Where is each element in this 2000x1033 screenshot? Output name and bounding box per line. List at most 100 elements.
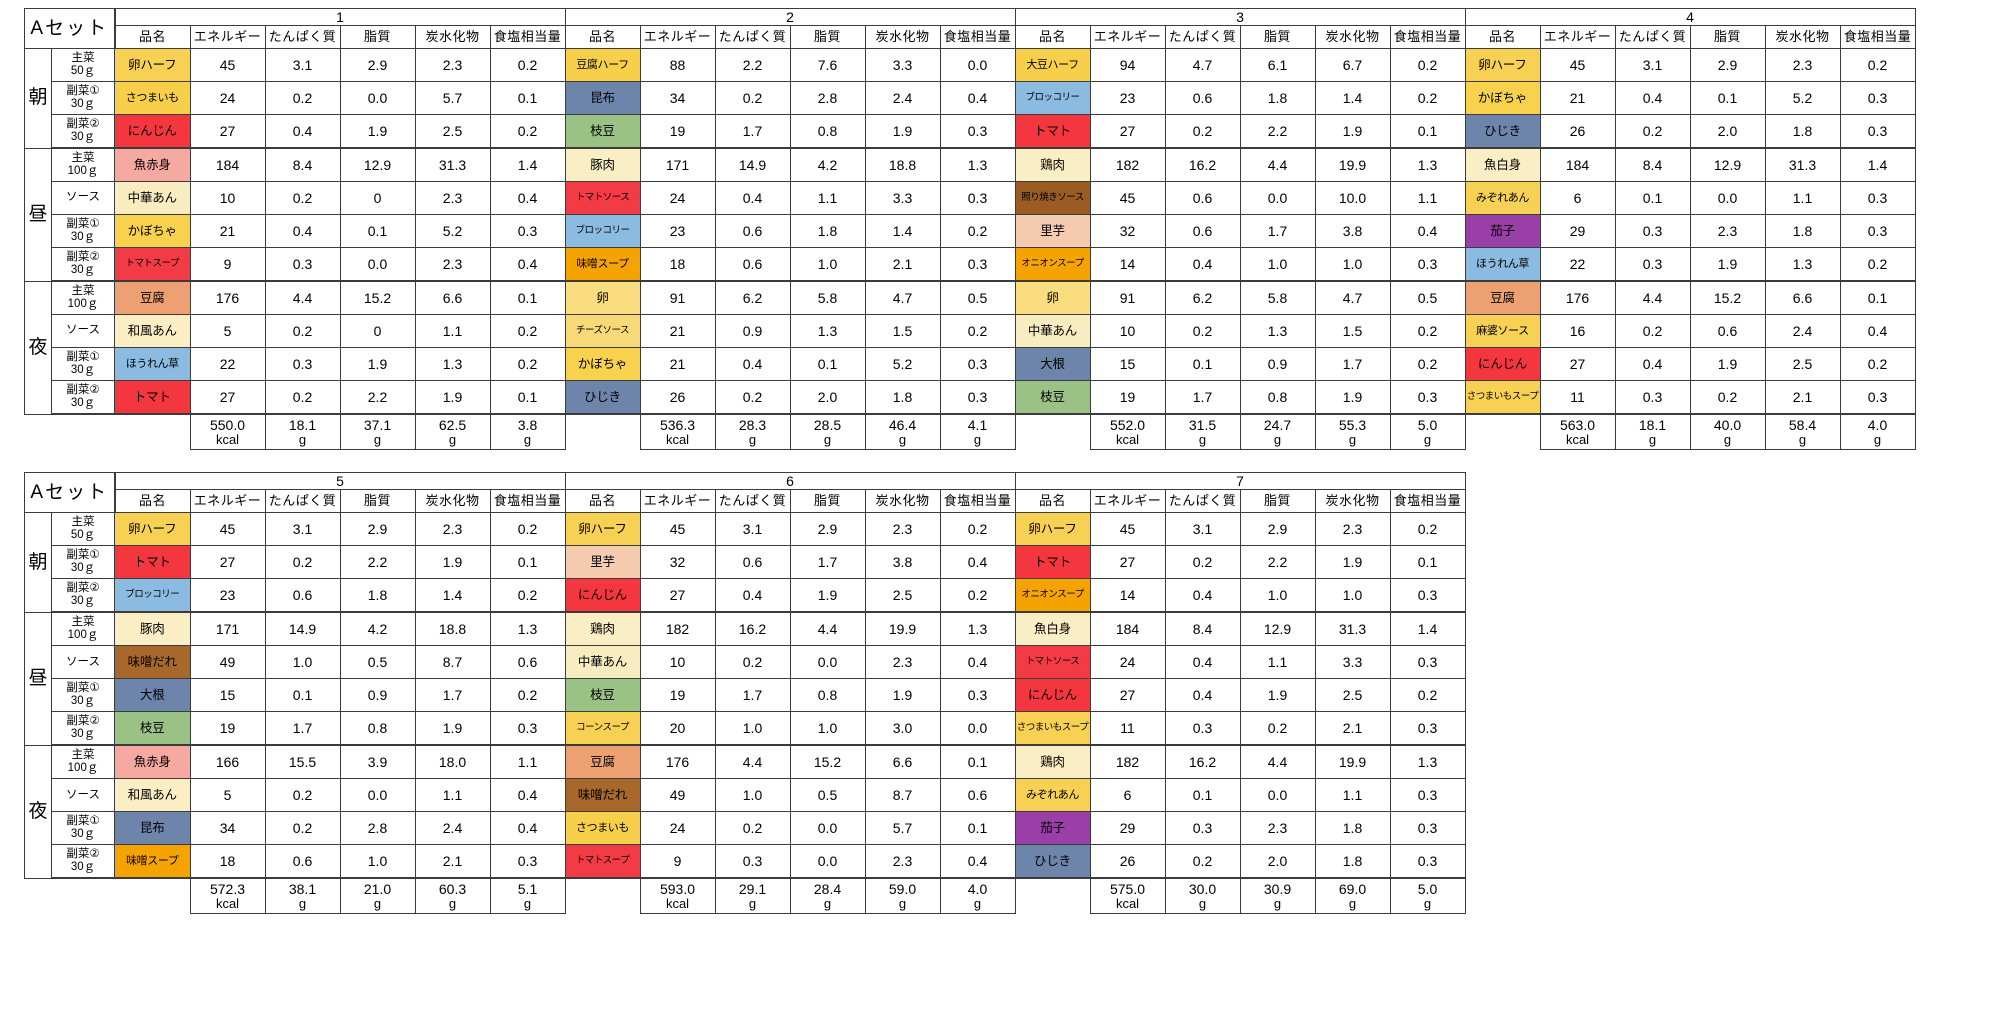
column-header-1-block-4: エネルギー — [1539, 25, 1616, 50]
nutrient-value-3: 5.2 — [864, 347, 941, 382]
block-number-4: 4 — [1464, 7, 1916, 27]
nutrient-value-2: 1.1 — [789, 181, 866, 216]
nutrient-value-3: 1.0 — [1314, 578, 1391, 614]
nutrient-value-2: 2.8 — [789, 81, 866, 116]
total-value-2: 37.1 g — [339, 413, 416, 451]
table-row: 副菜① 30ｇ 大根 15 0.1 0.9 1.7 0.2 枝豆 19 1.7 0.8 1.9 0.3 にん… — [25, 678, 1466, 713]
set-name-label: Aセット — [24, 7, 116, 50]
nutrient-value-4: 0.3 — [939, 380, 1016, 416]
nutrient-value-2: 2.2 — [339, 380, 416, 416]
nutrient-value-4: 0.3 — [939, 114, 1016, 150]
nutrient-value-0: 34 — [189, 811, 266, 846]
nutrient-value-1: 0.4 — [714, 181, 791, 216]
role-label: ソース — [51, 645, 115, 680]
nutrient-value-2: 0.1 — [339, 214, 416, 249]
nutrient-value-2: 1.8 — [789, 214, 866, 249]
nutrient-value-0: 45 — [1539, 48, 1616, 83]
nutrient-value-2: 0.6 — [1689, 314, 1766, 349]
nutrient-value-1: 0.3 — [1614, 214, 1691, 249]
food-item-cell: トマトソース — [564, 181, 641, 216]
food-item-cell: 味噌だれ — [564, 778, 641, 813]
nutrient-value-2: 0.1 — [789, 347, 866, 382]
nutrient-value-2: 1.8 — [339, 578, 416, 614]
nutrient-value-0: 27 — [189, 114, 266, 150]
total-value-4: 5.1 g — [489, 877, 566, 915]
nutrient-value-0: 26 — [1089, 844, 1166, 880]
nutrient-value-2: 1.3 — [1239, 314, 1316, 349]
nutrient-value-3: 18.8 — [414, 611, 491, 647]
nutrient-value-0: 14 — [1089, 578, 1166, 614]
nutrient-value-3: 1.8 — [1764, 214, 1841, 249]
nutrient-value-4: 0.0 — [939, 48, 1016, 83]
column-header-3-block-7: 脂質 — [1239, 489, 1316, 514]
food-item-cell: 中華あん — [114, 181, 191, 216]
nutrient-value-0: 23 — [639, 214, 716, 249]
column-header-1-block-5: エネルギー — [189, 489, 266, 514]
nutrient-value-1: 0.6 — [264, 844, 341, 880]
meal-label-breakfast: 朝 — [24, 512, 52, 613]
meal-label-dinner: 夜 — [24, 744, 52, 879]
food-item-cell: さつまいもスープ — [1014, 711, 1091, 747]
food-item-cell: 豆腐ハーフ — [564, 48, 641, 83]
nutrient-value-0: 22 — [189, 347, 266, 382]
food-item-cell: トマト — [1014, 114, 1091, 150]
nutrient-value-3: 1.8 — [1764, 114, 1841, 150]
food-item-cell: 豚肉 — [114, 611, 191, 647]
nutrient-value-0: 26 — [639, 380, 716, 416]
food-item-cell: ほうれん草 — [114, 347, 191, 382]
nutrient-value-3: 1.9 — [1314, 114, 1391, 150]
nutrient-value-4: 0.2 — [1839, 48, 1916, 83]
nutrient-value-2: 12.9 — [339, 147, 416, 183]
total-value-1: 31.5 g — [1164, 413, 1241, 451]
column-header-4-block-5: 炭水化物 — [414, 489, 491, 514]
block-number-1: 1 — [114, 7, 566, 27]
nutrient-value-1: 1.7 — [1164, 380, 1241, 416]
column-header-0-block-2: 品名 — [564, 25, 641, 50]
column-header-2-block-3: たんぱく質 — [1164, 25, 1241, 50]
total-value-2: 30.9 g — [1239, 877, 1316, 915]
nutrient-value-0: 27 — [189, 545, 266, 580]
nutrient-value-3: 31.3 — [1314, 611, 1391, 647]
column-header-3-block-2: 脂質 — [789, 25, 866, 50]
column-header-1-block-7: エネルギー — [1089, 489, 1166, 514]
column-header-0-block-4: 品名 — [1464, 25, 1541, 50]
table-row: ソース 和風あん 5 0.2 0 1.1 0.2 チーズソース 21 0.9 1.3 1.5 0.2 中華… — [25, 314, 1916, 349]
nutrient-value-1: 0.4 — [1164, 247, 1241, 283]
nutrient-value-1: 0.6 — [714, 214, 791, 249]
food-item-cell: 卵ハーフ — [1014, 512, 1091, 547]
nutrient-value-1: 0.2 — [264, 811, 341, 846]
nutrient-value-2: 1.0 — [339, 844, 416, 880]
table-row: 副菜① 30ｇ かぼちゃ 21 0.4 0.1 5.2 0.3 ブロッコリー 23 0.6 1.8 1.… — [25, 214, 1916, 249]
food-item-cell: 照り焼きソース — [1014, 181, 1091, 216]
nutrient-value-3: 3.3 — [864, 181, 941, 216]
food-item-cell: 豚肉 — [564, 147, 641, 183]
nutrient-value-1: 0.4 — [1164, 678, 1241, 713]
nutrient-value-0: 166 — [189, 744, 266, 780]
total-value-4: 3.8 g — [489, 413, 566, 451]
role-label: 副菜② 30ｇ — [51, 844, 115, 880]
role-label: 主菜 100ｇ — [51, 280, 115, 316]
nutrient-value-4: 0.3 — [1839, 380, 1916, 416]
total-value-0: 552.0 kcal — [1089, 413, 1166, 451]
food-item-cell: 枝豆 — [1014, 380, 1091, 416]
food-item-cell: 豆腐 — [1464, 280, 1541, 316]
nutrient-value-3: 1.9 — [414, 711, 491, 747]
meal-label-lunch: 昼 — [24, 147, 52, 282]
nutrient-value-2: 7.6 — [789, 48, 866, 83]
nutrient-value-0: 94 — [1089, 48, 1166, 83]
nutrient-value-0: 182 — [1089, 147, 1166, 183]
nutrient-value-4: 0.3 — [1389, 844, 1466, 880]
nutrient-value-2: 1.0 — [1239, 578, 1316, 614]
nutrient-value-4: 0.2 — [1389, 678, 1466, 713]
nutrient-value-0: 27 — [1089, 114, 1166, 150]
block-number-3: 3 — [1014, 7, 1466, 27]
nutrient-value-0: 24 — [1089, 645, 1166, 680]
nutrient-value-2: 15.2 — [789, 744, 866, 780]
menu-table: Aセット 1 2 3 4 品名 エネルギー たんぱく質 脂質 炭水化物 食塩相当量 品名 エネルギー たん… — [24, 7, 1916, 451]
role-label: 副菜① 30ｇ — [51, 811, 115, 846]
nutrient-value-2: 0.8 — [789, 114, 866, 150]
nutrient-value-4: 0.4 — [1839, 314, 1916, 349]
nutrient-value-3: 2.3 — [414, 512, 491, 547]
food-item-cell: トマト — [1014, 545, 1091, 580]
column-header-5-block-2: 食塩相当量 — [939, 25, 1016, 50]
